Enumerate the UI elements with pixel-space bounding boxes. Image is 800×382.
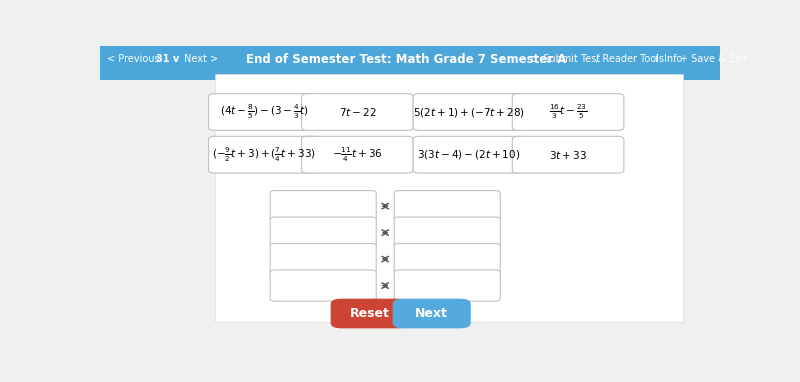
FancyBboxPatch shape [394, 217, 500, 248]
Text: i  Info: i Info [655, 54, 682, 64]
Text: $\frac{16}{3}t-\frac{23}{5}$: $\frac{16}{3}t-\frac{23}{5}$ [549, 103, 587, 121]
Text: Next >: Next > [184, 54, 218, 64]
Text: + Save & Exit: + Save & Exit [680, 54, 747, 64]
FancyBboxPatch shape [512, 94, 624, 130]
Text: $3(3t-4)-(2t+10)$: $3(3t-4)-(2t+10)$ [418, 148, 521, 161]
FancyBboxPatch shape [413, 94, 525, 130]
FancyBboxPatch shape [302, 94, 413, 130]
Text: 31 v: 31 v [156, 54, 179, 64]
Text: Next: Next [415, 307, 448, 320]
Text: o  Submit Test: o Submit Test [531, 54, 600, 64]
FancyBboxPatch shape [302, 136, 413, 173]
Text: / Reader Tools: / Reader Tools [596, 54, 664, 64]
FancyBboxPatch shape [270, 270, 376, 301]
FancyBboxPatch shape [270, 243, 376, 275]
Text: Reset: Reset [350, 307, 390, 320]
FancyBboxPatch shape [512, 136, 624, 173]
FancyBboxPatch shape [413, 136, 525, 173]
FancyBboxPatch shape [393, 299, 470, 329]
FancyBboxPatch shape [394, 243, 500, 275]
FancyBboxPatch shape [394, 270, 500, 301]
FancyBboxPatch shape [270, 217, 376, 248]
Text: $(4t-\frac{8}{5})-(3-\frac{4}{3}t)$: $(4t-\frac{8}{5})-(3-\frac{4}{3}t)$ [220, 103, 309, 121]
Text: End of Semester Test: Math Grade 7 Semester A: End of Semester Test: Math Grade 7 Semes… [246, 53, 566, 66]
FancyBboxPatch shape [394, 191, 500, 222]
FancyBboxPatch shape [209, 136, 320, 173]
Text: $-\frac{11}{4}t+36$: $-\frac{11}{4}t+36$ [332, 146, 382, 164]
FancyBboxPatch shape [100, 46, 720, 80]
Text: $3t+33$: $3t+33$ [550, 149, 587, 161]
FancyBboxPatch shape [330, 299, 409, 329]
Text: $5(2t+1)+(-7t+28)$: $5(2t+1)+(-7t+28)$ [413, 105, 525, 118]
FancyBboxPatch shape [270, 191, 376, 222]
Text: $7t-22$: $7t-22$ [338, 106, 376, 118]
FancyBboxPatch shape [209, 94, 320, 130]
Text: < Previous: < Previous [107, 54, 160, 64]
Text: $(-\frac{9}{2}t+3)+(\frac{7}{4}t+33)$: $(-\frac{9}{2}t+3)+(\frac{7}{4}t+33)$ [212, 146, 316, 164]
FancyBboxPatch shape [214, 74, 682, 322]
